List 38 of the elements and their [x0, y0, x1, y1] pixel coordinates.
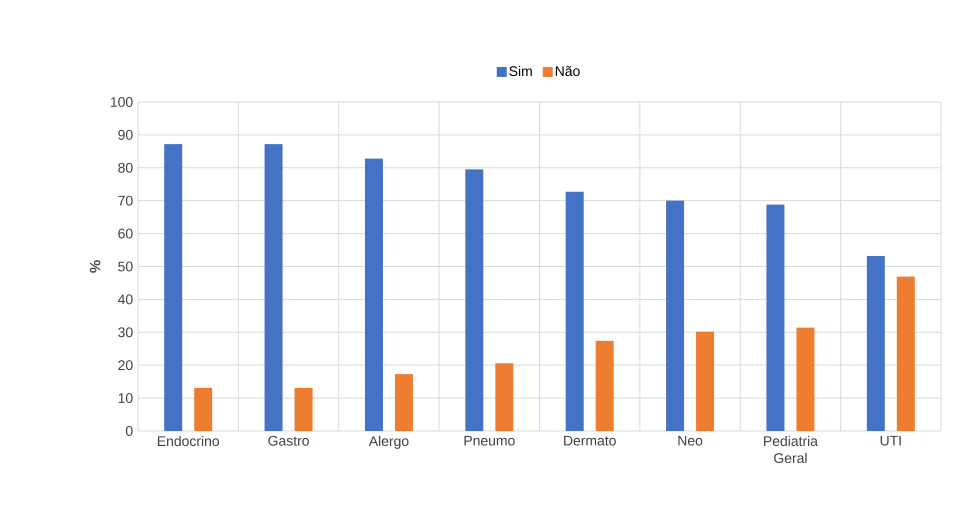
y-tick-label: 100	[110, 97, 133, 107]
bar	[566, 192, 584, 431]
x-tick-label: Dermato	[564, 436, 616, 446]
bar	[264, 144, 283, 431]
bar	[364, 158, 383, 431]
y-tick-label: 80	[118, 162, 133, 173]
x-tick-label: Gastro	[268, 436, 309, 446]
bar	[796, 328, 814, 431]
bar	[194, 388, 212, 431]
x-tick-label: Pneumo	[464, 436, 515, 446]
bar	[766, 204, 784, 431]
x-tick-label: Alergo	[368, 436, 409, 449]
y-tick-label: 0	[126, 426, 133, 436]
bar	[666, 200, 684, 431]
y-axis-title: %	[90, 260, 100, 273]
x-tick-label: Endocrino	[158, 436, 220, 446]
bar	[394, 374, 413, 431]
legend-label: Sim	[509, 66, 532, 76]
bar	[495, 363, 514, 431]
bar	[294, 388, 313, 431]
y-tick-label: 90	[118, 130, 133, 140]
y-tick-label: 70	[118, 196, 133, 206]
x-tick-label: Neo	[678, 436, 702, 446]
bar	[896, 276, 915, 431]
bar	[164, 144, 182, 431]
y-tick-label: 30	[118, 327, 133, 338]
x-tick-label: Pediatria Geral	[764, 436, 818, 464]
x-tick-label: UTI	[880, 436, 901, 446]
y-tick-label: 60	[118, 228, 133, 239]
y-tick-label: 10	[118, 393, 133, 404]
bar	[596, 340, 614, 431]
bar	[866, 256, 885, 431]
y-tick-label: 50	[118, 262, 133, 272]
y-tick-label: 20	[118, 360, 133, 370]
legend-label: Não	[556, 66, 580, 76]
bar	[465, 169, 484, 431]
bar	[696, 332, 714, 431]
y-tick-label: 40	[118, 294, 133, 304]
